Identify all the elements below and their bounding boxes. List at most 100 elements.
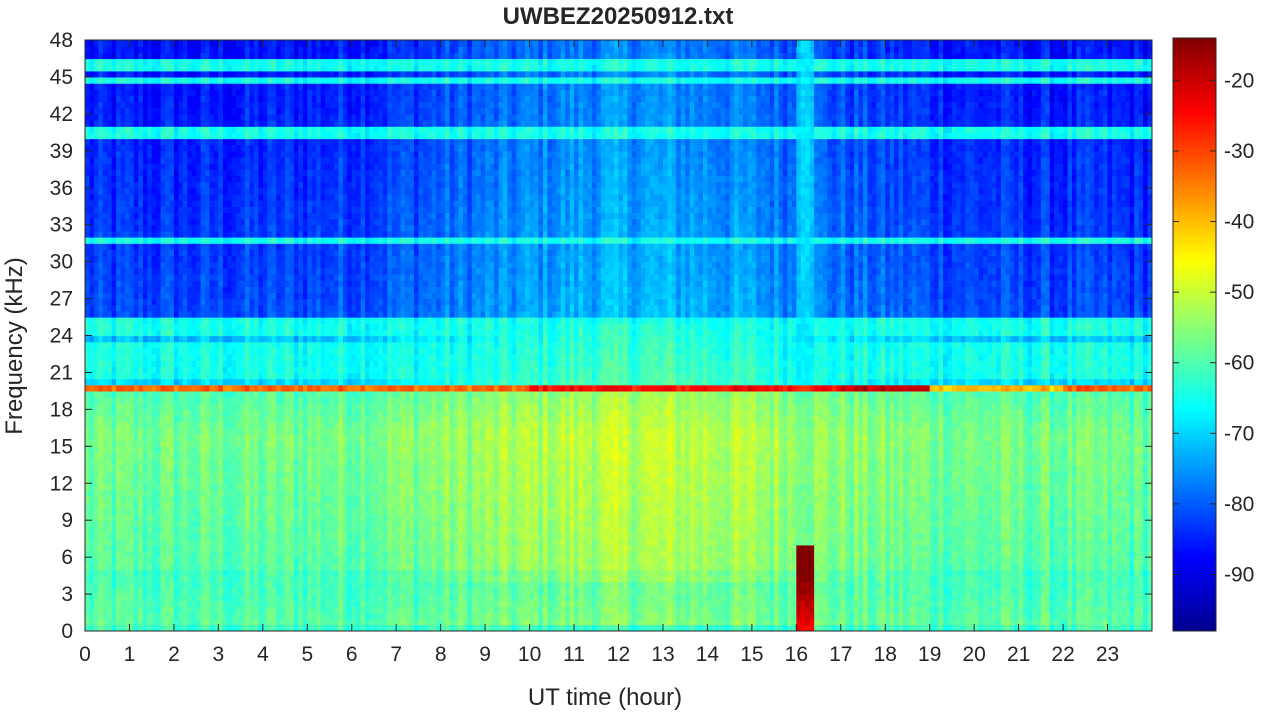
heatmap-cell: [743, 569, 748, 576]
heatmap-cell: [485, 533, 490, 540]
heatmap-cell: [605, 514, 610, 521]
heatmap-cell: [543, 533, 548, 540]
heatmap-cell: [716, 502, 721, 509]
heatmap-cell: [316, 539, 321, 546]
heatmap-cell: [294, 526, 299, 533]
heatmap-cell: [805, 502, 810, 509]
heatmap-cell: [876, 545, 881, 552]
heatmap-cell: [125, 588, 130, 595]
heatmap-cell: [183, 594, 188, 601]
heatmap-cell: [209, 619, 214, 626]
heatmap-cell: [570, 539, 575, 546]
heatmap-cell: [521, 582, 526, 589]
heatmap-cell: [667, 569, 672, 576]
heatmap-cell: [94, 502, 99, 509]
heatmap-cell: [654, 533, 659, 540]
heatmap-cell: [156, 539, 161, 546]
heatmap-cell: [321, 588, 326, 595]
heatmap-cell: [103, 551, 108, 558]
heatmap-cell: [476, 557, 481, 564]
heatmap-cell: [979, 526, 984, 533]
heatmap-cell: [894, 613, 899, 620]
heatmap-cell: [365, 539, 370, 546]
heatmap-cell: [187, 545, 192, 552]
heatmap-cell: [952, 600, 957, 607]
heatmap-cell: [890, 613, 895, 620]
heatmap-cell: [427, 526, 432, 533]
heatmap-cell: [894, 619, 899, 626]
heatmap-cell: [881, 508, 886, 515]
heatmap-cell: [859, 539, 864, 546]
heatmap-cell: [743, 613, 748, 620]
heatmap-cell: [378, 557, 383, 564]
heatmap-cell: [467, 594, 472, 601]
heatmap-cell: [601, 563, 606, 570]
heatmap-cell: [143, 508, 148, 515]
heatmap-cell: [285, 508, 290, 515]
heatmap-cell: [432, 520, 437, 527]
heatmap-cell: [476, 508, 481, 515]
heatmap-cell: [454, 526, 459, 533]
heatmap-cell: [667, 539, 672, 546]
heatmap-cell: [330, 600, 335, 607]
heatmap-cell: [245, 526, 250, 533]
heatmap-cell: [850, 613, 855, 620]
heatmap-cell: [387, 557, 392, 564]
heatmap-cell: [970, 582, 975, 589]
heatmap-cell: [361, 563, 366, 570]
heatmap-cell: [770, 557, 775, 564]
heatmap-cell: [1094, 606, 1099, 613]
heatmap-cell: [561, 613, 566, 620]
heatmap-cell: [979, 551, 984, 558]
heatmap-cell: [343, 588, 348, 595]
heatmap-cell: [1068, 606, 1073, 613]
heatmap-cell: [685, 551, 690, 558]
heatmap-cell: [330, 563, 335, 570]
heatmap-cell: [823, 563, 828, 570]
heatmap-cell: [787, 526, 792, 533]
heatmap-cell: [974, 600, 979, 607]
heatmap-cell: [907, 576, 912, 583]
heatmap-cell: [956, 563, 961, 570]
heatmap-cell: [667, 551, 672, 558]
heatmap-cell: [223, 576, 228, 583]
heatmap-cell: [1028, 569, 1033, 576]
heatmap-cell: [827, 619, 832, 626]
heatmap-cell: [1001, 606, 1006, 613]
heatmap-cell: [250, 582, 255, 589]
heatmap-cell: [214, 508, 219, 515]
heatmap-cell: [694, 576, 699, 583]
heatmap-cell: [996, 539, 1001, 546]
heatmap-cell: [196, 508, 201, 515]
heatmap-cell: [792, 563, 797, 570]
heatmap-cell: [1112, 582, 1117, 589]
heatmap-cell: [885, 569, 890, 576]
heatmap-cell: [450, 582, 455, 589]
heatmap-cell: [1134, 539, 1139, 546]
heatmap-cell: [98, 502, 103, 509]
heatmap-cell: [1103, 526, 1108, 533]
heatmap-cell: [756, 545, 761, 552]
heatmap-cell: [143, 619, 148, 626]
heatmap-cell: [1023, 569, 1028, 576]
heatmap-cell: [472, 588, 477, 595]
heatmap-cell: [134, 588, 139, 595]
heatmap-cell: [721, 588, 726, 595]
heatmap-cell: [107, 613, 112, 620]
heatmap-cell: [952, 545, 957, 552]
heatmap-cell: [201, 539, 206, 546]
heatmap-cell: [161, 600, 166, 607]
heatmap-cell: [583, 594, 588, 601]
heatmap-cell: [654, 606, 659, 613]
heatmap-cell: [196, 613, 201, 620]
heatmap-cell: [801, 502, 806, 509]
heatmap-cell: [663, 606, 668, 613]
heatmap-cell: [534, 526, 539, 533]
heatmap-cell: [1134, 520, 1139, 527]
heatmap-cell: [370, 600, 375, 607]
heatmap-cell: [347, 613, 352, 620]
heatmap-cell: [103, 606, 108, 613]
heatmap-cell: [196, 502, 201, 509]
heatmap-cell: [383, 557, 388, 564]
heatmap-cell: [561, 533, 566, 540]
